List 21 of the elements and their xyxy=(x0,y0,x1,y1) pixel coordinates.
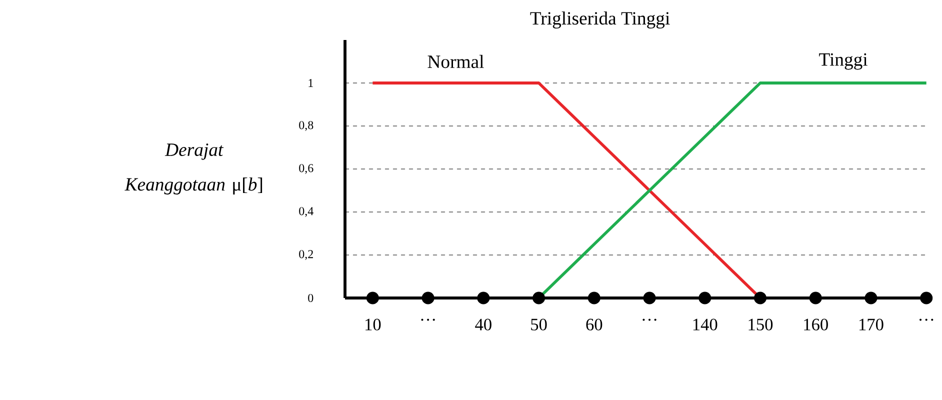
y-tick-label: 0,4 xyxy=(299,207,314,217)
x-tick-label: 170 xyxy=(860,318,884,330)
x-tick-label: … xyxy=(642,318,656,321)
x-tick-label: 60 xyxy=(586,318,602,330)
x-tick-label: 160 xyxy=(804,318,828,330)
y-axis-title: Derajat Keanggotaan μ[b] xyxy=(124,143,262,195)
x-tick-label: 50 xyxy=(531,318,547,330)
y-tick-label: 0 xyxy=(308,294,314,302)
series-label: Tinggi xyxy=(819,53,868,70)
x-tick-label: 150 xyxy=(748,318,773,330)
x-tick-label: 140 xyxy=(693,318,718,330)
x-tick-label: 40 xyxy=(475,318,492,330)
y-tick-label: 0,6 xyxy=(299,164,314,174)
y-tick-label: 0,8 xyxy=(299,121,314,131)
x-tick-label: … xyxy=(421,318,435,321)
x-tick-label: … xyxy=(920,318,934,321)
series-label: Normal xyxy=(428,54,484,68)
y-tick-label: 0,2 xyxy=(299,250,313,260)
chart-title: Trigliserida Tinggi xyxy=(530,11,670,28)
y-tick-label: 1 xyxy=(308,79,313,87)
x-tick-label: 10 xyxy=(366,318,381,330)
